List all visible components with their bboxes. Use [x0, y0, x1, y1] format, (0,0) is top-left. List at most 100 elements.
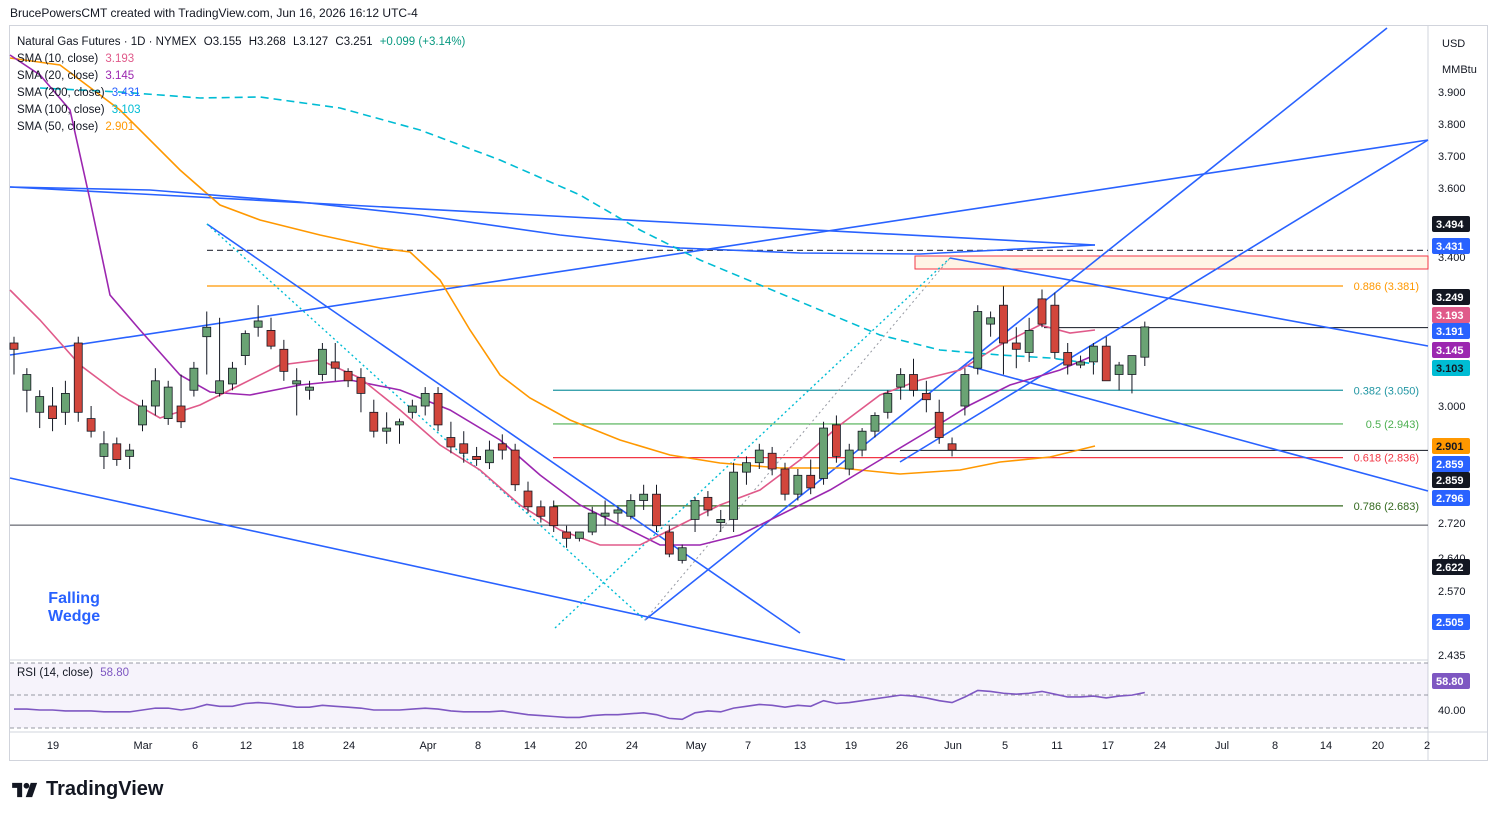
candle-down[interactable] [1063, 352, 1073, 366]
candle-up[interactable] [420, 392, 430, 407]
candle-up[interactable] [729, 471, 738, 520]
price-badge[interactable] [1432, 342, 1470, 358]
candle-up[interactable] [228, 367, 237, 385]
candle-up[interactable] [587, 512, 597, 533]
candle-down[interactable] [73, 342, 83, 413]
price-badge[interactable] [1432, 216, 1470, 232]
candle-down[interactable] [806, 474, 816, 489]
candle-up[interactable] [407, 405, 417, 413]
candle-up[interactable] [883, 392, 893, 413]
candle-down[interactable] [369, 411, 379, 432]
candle-up[interactable] [613, 509, 623, 514]
candle-down[interactable] [652, 493, 661, 527]
candle-down[interactable] [780, 468, 790, 495]
candle-down[interactable] [562, 531, 571, 539]
candle-down[interactable] [947, 443, 957, 451]
candle-up[interactable] [1024, 329, 1034, 353]
candle-up[interactable] [742, 462, 751, 473]
candle-down[interactable] [48, 405, 57, 420]
candle-down[interactable] [523, 490, 533, 508]
falling-wedge-annotation[interactable]: Falling Wedge [48, 590, 100, 626]
indicator-sma10[interactable]: SMA (10, close) 3.193 [17, 51, 465, 68]
candle-up[interactable] [626, 500, 636, 517]
axis-unit[interactable]: MMBtu [1442, 64, 1477, 76]
candle-up[interactable] [857, 430, 867, 451]
candle-up[interactable] [22, 374, 32, 391]
candle-down[interactable] [433, 392, 443, 426]
candle-up[interactable] [189, 367, 199, 391]
candle-up[interactable] [485, 449, 494, 464]
candle-up[interactable] [61, 392, 70, 413]
candle-down[interactable] [1101, 345, 1111, 382]
price-badge[interactable] [1432, 238, 1470, 254]
trendline[interactable] [9, 186, 1096, 246]
candle-down[interactable] [999, 304, 1008, 344]
candle-up[interactable] [99, 443, 109, 457]
trendline[interactable] [899, 139, 1429, 463]
candle-up[interactable] [150, 380, 160, 407]
candle-up[interactable] [138, 405, 147, 426]
candle-up[interactable] [215, 380, 225, 394]
candle-up[interactable] [677, 547, 687, 561]
candle-down[interactable] [266, 329, 276, 347]
candle-down[interactable] [9, 342, 19, 350]
price-badge[interactable] [1432, 323, 1470, 339]
trendline[interactable] [964, 364, 1429, 492]
indicator-sma100[interactable]: SMA (100, close) 3.103 [17, 102, 465, 119]
candle-down[interactable] [549, 506, 559, 527]
rsi-legend[interactable]: RSI (14, close) 58.80 [17, 667, 129, 679]
candle-up[interactable] [253, 320, 263, 328]
candle-up[interactable] [305, 386, 314, 391]
candle-down[interactable] [1011, 342, 1021, 350]
candle-up[interactable] [163, 386, 173, 420]
candle-up[interactable] [35, 396, 45, 413]
trendline[interactable] [949, 257, 1429, 347]
trendline[interactable] [206, 223, 801, 634]
candle-up[interactable] [1089, 345, 1098, 363]
rsi-line[interactable] [14, 689, 1145, 721]
projection-line[interactable] [206, 223, 646, 621]
price-badge[interactable] [1432, 438, 1470, 454]
candle-up[interactable] [1114, 364, 1124, 375]
candle-down[interactable] [356, 377, 366, 394]
candle-down[interactable] [446, 437, 456, 448]
candle-down[interactable] [536, 506, 546, 517]
candle-up[interactable] [793, 474, 803, 495]
candle-down[interactable] [909, 374, 918, 391]
candle-up[interactable] [1140, 326, 1150, 358]
candle-down[interactable] [703, 496, 713, 511]
indicator-sma200[interactable]: SMA (200, close) 3.431 [17, 85, 465, 102]
sma50-line[interactable] [9, 57, 1096, 475]
candle-down[interactable] [176, 405, 186, 423]
candle-down[interactable] [934, 411, 944, 438]
candle-down[interactable] [279, 348, 289, 372]
symbol-ohlc-row[interactable]: Natural Gas Futures · 1D · NYMEX O3.155 … [17, 34, 465, 51]
price-badge[interactable] [1432, 490, 1470, 506]
candle-down[interactable] [472, 455, 482, 460]
candle-up[interactable] [292, 380, 302, 385]
price-badge[interactable] [1432, 559, 1470, 575]
trendline[interactable] [9, 139, 1429, 356]
candle-down[interactable] [921, 392, 931, 401]
candle-up[interactable] [1076, 361, 1085, 366]
sma200-line[interactable] [9, 186, 1096, 255]
candle-down[interactable] [330, 361, 340, 369]
candle-up[interactable] [202, 326, 212, 338]
projection-line[interactable] [644, 257, 951, 621]
candle-down[interactable] [767, 452, 777, 470]
price-badge[interactable] [1432, 360, 1470, 376]
candle-up[interactable] [870, 415, 880, 432]
candle-up[interactable] [844, 449, 854, 470]
candle-up[interactable] [896, 374, 906, 388]
price-badge[interactable] [1432, 614, 1470, 630]
candle-down[interactable] [86, 418, 96, 432]
candle-down[interactable] [497, 443, 507, 451]
trendline[interactable] [9, 477, 846, 661]
candle-down[interactable] [112, 443, 122, 460]
candle-down[interactable] [1050, 304, 1060, 353]
price-badge[interactable] [1432, 673, 1470, 689]
candle-up[interactable] [395, 421, 404, 426]
price-badge[interactable] [1432, 472, 1470, 488]
candle-up[interactable] [690, 500, 700, 520]
